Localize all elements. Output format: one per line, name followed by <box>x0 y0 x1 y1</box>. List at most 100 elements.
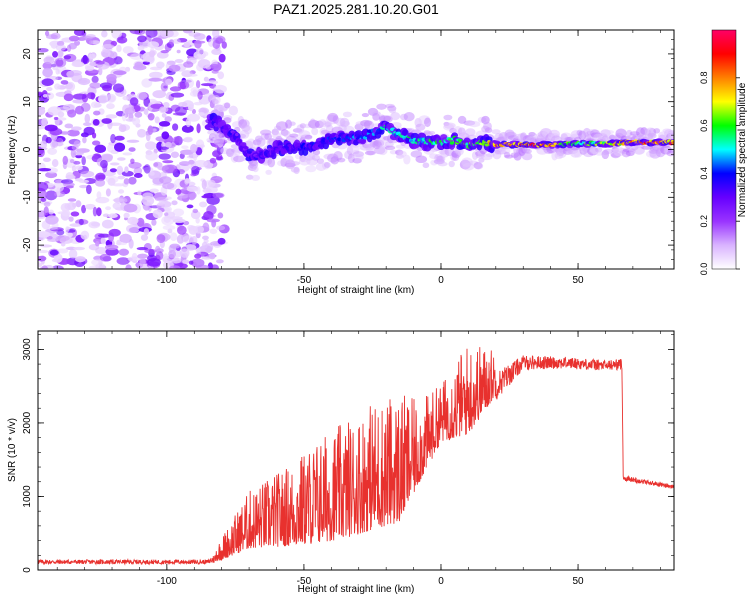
spectrogram-noise-blob <box>68 249 78 259</box>
spectrogram-noise-blob <box>100 49 111 58</box>
spectrogram-halo-blob <box>403 112 415 122</box>
spectrogram-ridge-core <box>235 132 239 137</box>
spectrogram-noise-blob <box>195 80 201 89</box>
spectrogram-noise-blob <box>101 118 112 124</box>
spectrogram-noise-blob <box>162 182 175 190</box>
colorbar: 0.0 0.2 0.4 0.6 0.8 Normalized spectral ampl… <box>699 29 748 275</box>
spectrogram-noise-blob <box>217 212 224 219</box>
spectrogram-noise-blob <box>207 179 216 188</box>
spectrogram-noise-blob <box>112 183 125 187</box>
spectrogram-noise-blob <box>186 204 194 209</box>
spectrogram-noise-blob <box>67 198 77 202</box>
spectrogram-halo-blob <box>361 112 370 118</box>
spectrogram-noise-blob <box>212 150 221 158</box>
spectrogram-noise-blob <box>44 124 58 132</box>
spectrogram-noise-blob <box>78 179 90 184</box>
spectrogram-noise-blob <box>176 225 187 235</box>
spectrogram-noise-blob <box>46 235 53 240</box>
spectrogram-noise-blob <box>198 112 205 116</box>
spectrogram-halo-blob <box>603 148 613 155</box>
spectrogram-noise-blob <box>194 253 202 259</box>
spectrogram-noise-blob <box>38 106 46 116</box>
spectrogram-noise-blob <box>121 170 134 177</box>
spectrogram-noise-blob <box>67 232 73 238</box>
spectrogram-noise-blob <box>160 50 169 54</box>
spectrogram-noise-blob <box>131 252 138 261</box>
spectrogram-noise-blob <box>38 191 47 198</box>
spectrogram-noise-blob <box>68 216 74 222</box>
spectrogram-halo-blob <box>341 121 351 127</box>
spectrogram-noise-blob <box>215 259 224 264</box>
spectrogram-noise-blob <box>121 112 127 122</box>
spectrogram-noise-blob <box>192 208 199 214</box>
spectrogram-noise-blob <box>132 117 141 126</box>
spectrogram-noise-blob <box>75 165 83 171</box>
spectrogram-noise-blob <box>209 228 218 235</box>
spectrogram-noise-blob <box>92 118 100 126</box>
spectrogram-halo-blob <box>443 122 456 129</box>
spectrogram-noise-blob <box>75 200 82 208</box>
spectrogram-noise-blob <box>184 178 190 185</box>
spectrogram-noise-blob <box>85 34 96 39</box>
spectrogram-noise-blob <box>128 147 136 152</box>
spectrogram-noise-blob <box>39 140 48 150</box>
spectrogram-noise-blob <box>45 190 58 201</box>
spectrogram-y-tick-label: 0 <box>22 146 33 152</box>
spectrogram-halo-blob <box>252 165 259 173</box>
spectrogram-noise-blob <box>46 87 53 92</box>
spectrogram-noise-blob <box>177 80 190 90</box>
spectrogram-noise-blob <box>161 113 167 118</box>
spectrogram-noise-blob <box>123 178 130 185</box>
spectrogram-halo-blob <box>275 121 288 131</box>
spectrogram-noise-blob <box>171 200 178 206</box>
spectrogram-noise-blob <box>70 211 80 217</box>
spectrogram-noise-blob <box>57 50 64 58</box>
spectrogram-noise-blob <box>48 209 55 215</box>
spectrogram-noise-blob <box>66 246 76 251</box>
spectrogram-noise-blob <box>180 149 195 155</box>
spectrogram-noise-blob <box>159 146 170 150</box>
spectrogram-noise-blob <box>128 176 137 185</box>
spectrogram-noise-blob <box>130 53 144 61</box>
spectrogram-noise-blob <box>172 136 180 144</box>
spectrogram-noise-blob <box>190 258 205 268</box>
spectrogram-noise-blob <box>165 141 172 148</box>
spectrogram-noise-blob <box>182 235 195 244</box>
spectrogram-noise-blob <box>45 215 59 225</box>
spectrogram-noise-blob <box>161 164 175 174</box>
spectrogram-noise-blob <box>145 141 157 150</box>
spectrogram-noise-blob <box>127 216 139 225</box>
spectrogram-noise-blob <box>183 136 193 143</box>
snr-plot-area <box>38 331 674 570</box>
spectrogram-noise-blob <box>69 159 75 164</box>
spectrogram-noise-blob <box>213 84 227 94</box>
spectrogram-noise-blob <box>137 45 145 51</box>
spectrogram-halo-blob <box>398 150 407 157</box>
spectrogram-noise-blob <box>75 105 85 115</box>
spectrogram-noise-blob <box>193 159 208 168</box>
spectrogram-ridge-blob <box>402 129 409 137</box>
spectrogram-x-axis-label: Height of straight line (km) <box>298 285 415 296</box>
spectrogram-noise-blob <box>115 242 127 246</box>
spectrogram-noise-blob <box>145 151 159 161</box>
spectrogram-noise-blob <box>210 264 219 269</box>
spectrogram-noise-blob <box>112 202 121 210</box>
spectrogram-halo-blob <box>468 134 477 139</box>
spectrogram-noise-blob <box>164 206 173 213</box>
spectrogram-halo-blob <box>523 148 532 154</box>
spectrogram-noise-blob <box>149 188 159 193</box>
spectrogram-noise-blob <box>38 231 51 238</box>
spectrogram-noise-blob <box>73 246 86 251</box>
spectrogram-noise-blob <box>125 264 132 269</box>
spectrogram-noise-blob <box>146 258 161 267</box>
spectrogram-noise-blob <box>45 34 58 40</box>
spectrogram-noise-blob <box>106 103 115 110</box>
spectrogram-noise-blob <box>70 148 77 158</box>
snr-x-tick-label: -50 <box>297 576 312 587</box>
spectrogram-noise-blob <box>71 61 85 68</box>
spectrogram-noise-blob <box>82 122 92 127</box>
spectrogram-halo-blob <box>437 161 448 167</box>
spectrogram-noise-blob <box>191 235 198 245</box>
spectrogram-noise-blob <box>160 82 169 92</box>
